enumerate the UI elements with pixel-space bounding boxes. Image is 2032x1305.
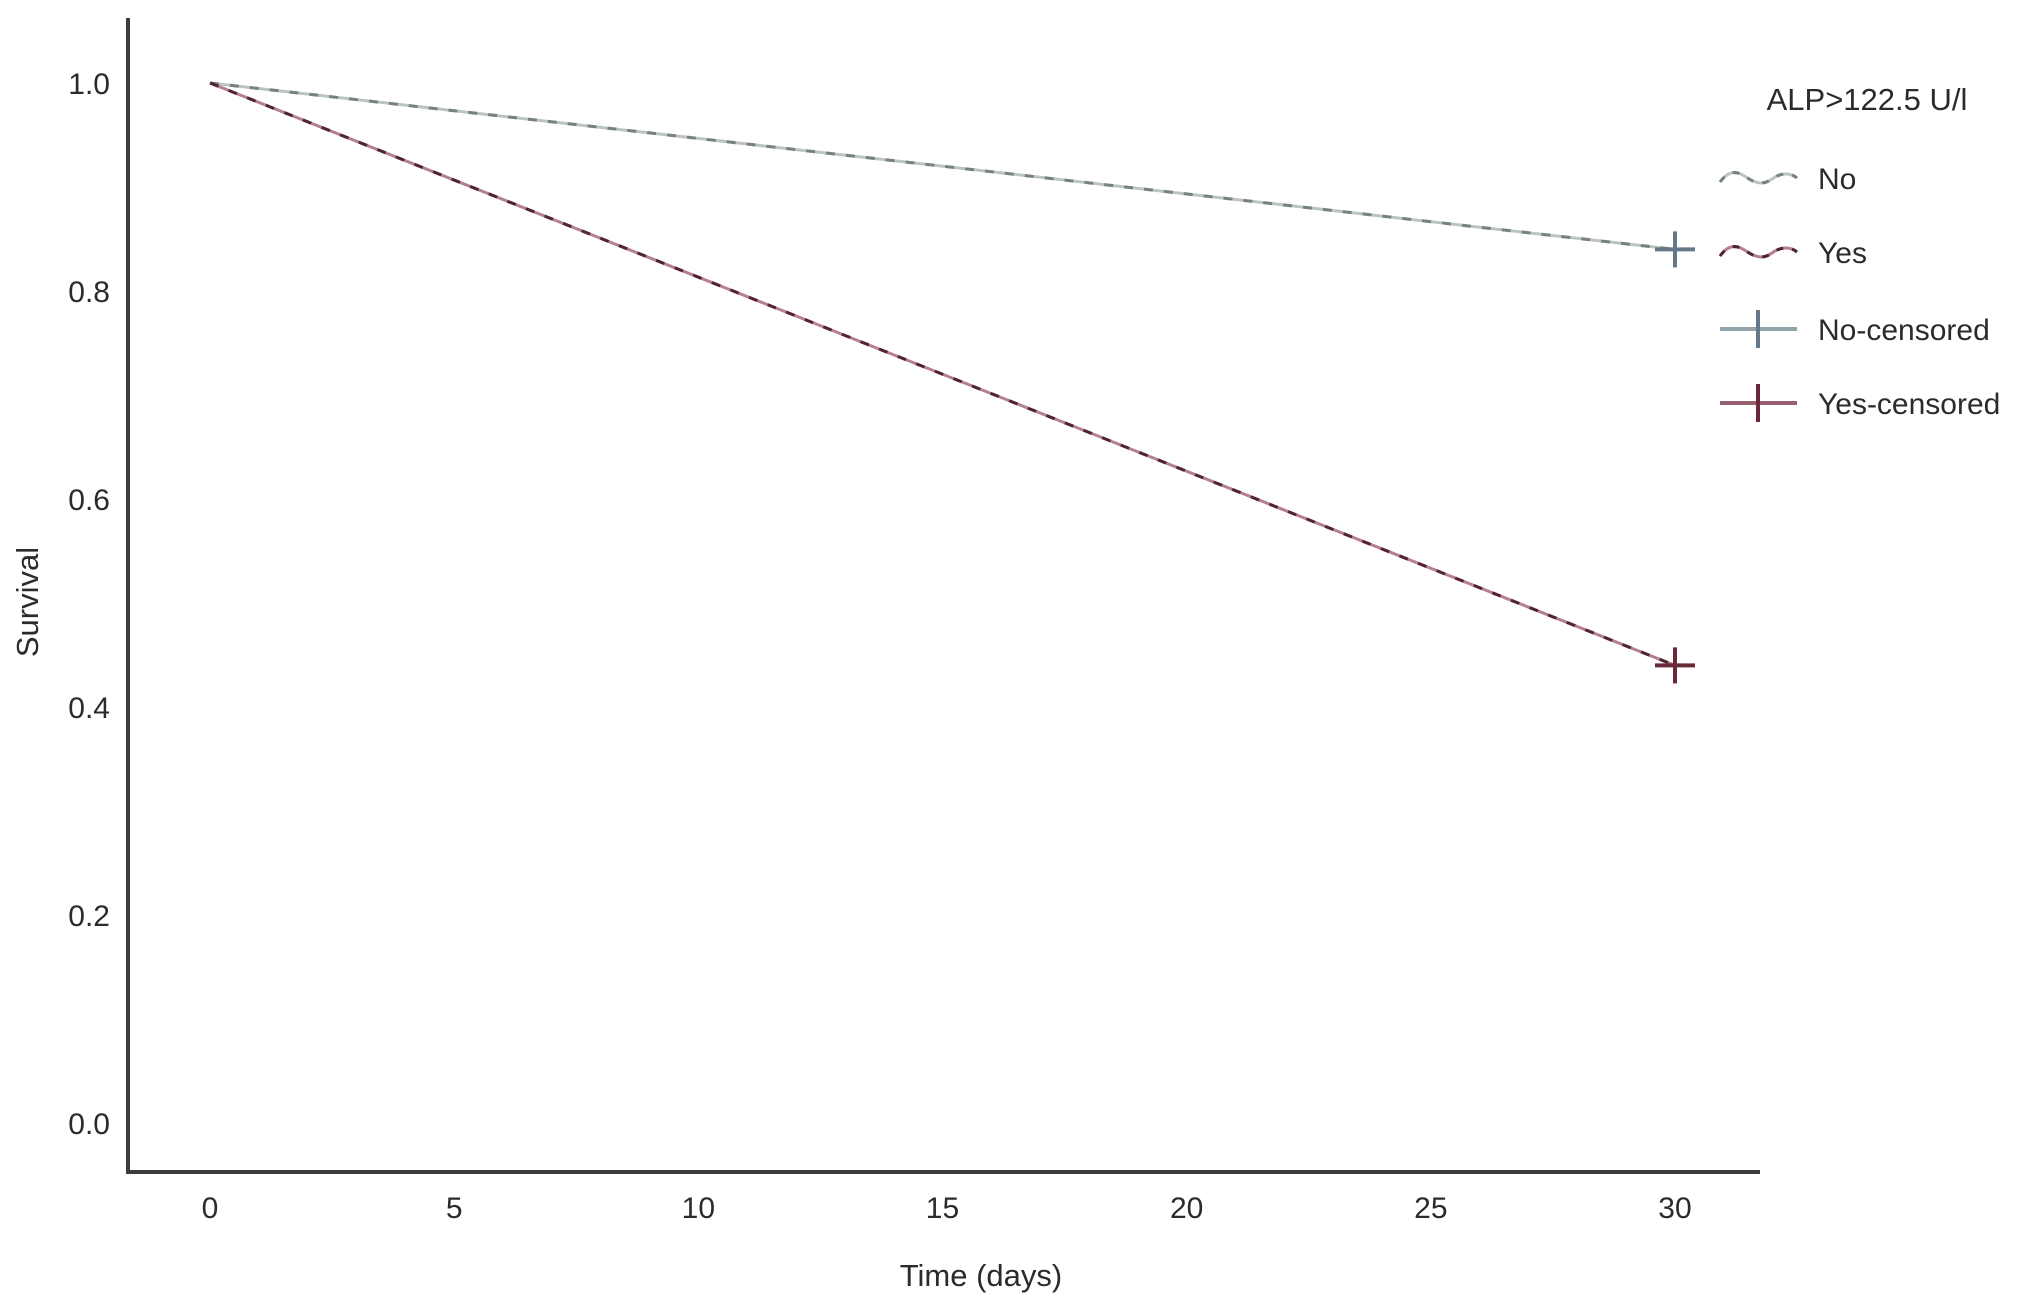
x-tick-label: 5 [446, 1192, 463, 1225]
legend-markers [1718, 171, 1798, 422]
x-tick-label: 15 [926, 1192, 959, 1225]
legend-label-yes: Yes [1818, 237, 1867, 270]
censored-markers [1654, 231, 1695, 684]
legend: ALP>122.5 U/l No Yes No-censored Yes-cen… [1718, 82, 2000, 422]
legend-label-yes-censored: Yes-censored [1818, 388, 2000, 421]
y-tick-label: 0.4 [68, 692, 110, 725]
series-line-yes [209, 81, 1676, 667]
legend-label-no: No [1818, 163, 1856, 196]
series-line-no [209, 81, 1676, 251]
y-tick-label: 0.2 [68, 900, 110, 933]
series-lines [209, 81, 1676, 667]
legend-marker-yes-censored [1720, 384, 1797, 422]
legend-marker-no [1718, 171, 1798, 185]
x-tick-label: 30 [1658, 1192, 1691, 1225]
censor-marker-yes [1654, 647, 1695, 684]
y-tick-label: 0.6 [68, 484, 110, 517]
y-tick-label: 0.0 [68, 1108, 110, 1141]
censor-marker-no [1654, 231, 1695, 268]
y-axis-title: Survival [10, 547, 45, 657]
legend-marker-no-censored [1720, 310, 1797, 348]
legend-marker-yes [1718, 245, 1798, 259]
x-tick-label: 10 [682, 1192, 715, 1225]
legend-title: ALP>122.5 U/l [1767, 82, 1968, 117]
y-tick-label: 1.0 [68, 68, 110, 101]
x-tick-label: 20 [1170, 1192, 1203, 1225]
y-tick-labels: 0.0 0.2 0.4 0.6 0.8 1.0 [68, 68, 110, 1141]
x-tick-label: 0 [202, 1192, 219, 1225]
x-tick-labels: 0 5 10 15 20 25 30 [202, 1192, 1692, 1225]
legend-label-no-censored: No-censored [1818, 314, 1990, 347]
x-axis-title: Time (days) [900, 1258, 1062, 1293]
y-tick-label: 0.8 [68, 276, 110, 309]
axes [126, 18, 1760, 1174]
x-tick-label: 25 [1414, 1192, 1447, 1225]
